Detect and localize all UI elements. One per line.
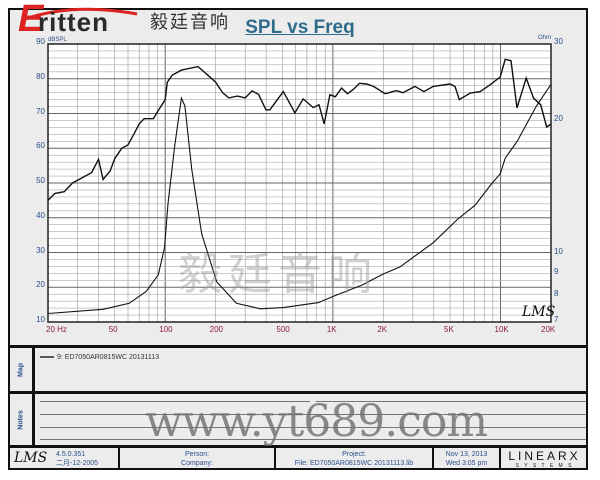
y2-axis-label: Ohm (538, 35, 552, 41)
impedance-curve (47, 83, 552, 315)
y2-tick-label: 8 (554, 289, 559, 299)
map-label: Map (17, 362, 25, 377)
y-tick-label: 20 (36, 280, 45, 290)
x-tick-label: 50 (108, 325, 118, 334)
map-panel: Map 9: ED7050AR0815WC 20131113 (10, 348, 588, 394)
x-tick-label: 1K (326, 325, 337, 334)
legend-line-icon (40, 356, 54, 359)
logo-swoosh (21, 7, 138, 22)
x-tick-label: 10K (494, 325, 509, 334)
logo-chinese: 毅廷音响 (150, 12, 230, 33)
plot-border (47, 43, 552, 323)
y-tick-label: 10 (36, 315, 45, 324)
y-tick-label: 50 (36, 176, 45, 185)
x-tick-label: 2K (377, 325, 388, 334)
chart-panel (8, 8, 588, 348)
person-label: Person: (184, 451, 210, 458)
logo-initial: E (18, 0, 44, 40)
note-line[interactable] (40, 401, 310, 402)
brand-name: LINEARX (508, 449, 581, 463)
y-tick-label: 30 (36, 245, 45, 255)
footer-project-cell: Project: File: ED7050AR0815WC 20131113.l… (276, 448, 434, 470)
map-side-label: Map (10, 348, 35, 391)
y2-tick-label: 30 (554, 37, 563, 46)
brand-logo: E ritten 毅廷音响 (12, 0, 252, 40)
linearx-logo: LINEARX S Y S T E M S (501, 448, 588, 470)
x-tick-label: 5K (444, 325, 454, 334)
company-label: Company: (181, 460, 213, 467)
footer-date-cell: Nov 13, 2013 Wed 3:05 pm (434, 448, 501, 470)
y-tick-label: 80 (36, 71, 45, 81)
notes-label: Notes (17, 409, 25, 430)
note-line[interactable] (40, 414, 586, 415)
x-tick-label: 20 Hz (46, 325, 67, 334)
logo-text: ritten (38, 7, 109, 37)
build-date: 二月-12-2005 (56, 460, 99, 467)
legend-text: 9: ED7050AR0815WC 20131113 (57, 354, 160, 361)
brand-sub: S Y S T E M S (515, 463, 574, 469)
note-line[interactable] (40, 439, 586, 440)
spl-curve (47, 58, 552, 201)
footer-version-cell: LMS 4.5.0.351 二月-12-2005 (10, 448, 120, 470)
y-tick-label: 70 (36, 106, 45, 116)
x-tick-label: 200 (209, 325, 224, 334)
y2-tick-label: 20 (554, 114, 563, 124)
y2-tick-label: 10 (554, 246, 563, 256)
y-axis-label: dBSPL (48, 37, 67, 43)
lms-corner-mark: LMS (522, 304, 556, 320)
footer: LMS 4.5.0.351 二月-12-2005 Person: Company… (10, 448, 588, 470)
y-tick-label: 90 (36, 37, 45, 46)
chart-title: SPL vs Freq (245, 17, 355, 38)
notes-side-label: Notes (10, 394, 35, 445)
footer-person-cell: Person: Company: (120, 448, 276, 470)
project-label: Project: (342, 451, 366, 458)
date: Nov 13, 2013 (445, 451, 488, 458)
note-line[interactable] (316, 401, 586, 402)
watermark-url: www.yt689.com (145, 396, 488, 447)
notes-panel: Notes (10, 394, 588, 448)
y-tick-label: 60 (36, 141, 45, 151)
note-line[interactable] (40, 427, 586, 428)
y-tick-label: 40 (36, 210, 45, 220)
x-tick-label: 20K (541, 325, 556, 334)
watermark-chinese: 毅廷音响 (178, 249, 378, 300)
legend-entry: 9: ED7050AR0815WC 20131113 (40, 353, 159, 362)
version: 4.5.0.351 (56, 451, 86, 458)
time: Wed 3:05 pm (445, 460, 488, 467)
file-name: File: ED7050AR0815WC 20131113.lib (294, 460, 414, 467)
y2-tick-label: 7 (554, 315, 559, 324)
x-tick-label: 500 (276, 325, 290, 334)
x-tick-label: 100 (159, 325, 173, 334)
lms-logo: LMS (14, 450, 48, 466)
y2-tick-label: 9 (554, 266, 559, 276)
